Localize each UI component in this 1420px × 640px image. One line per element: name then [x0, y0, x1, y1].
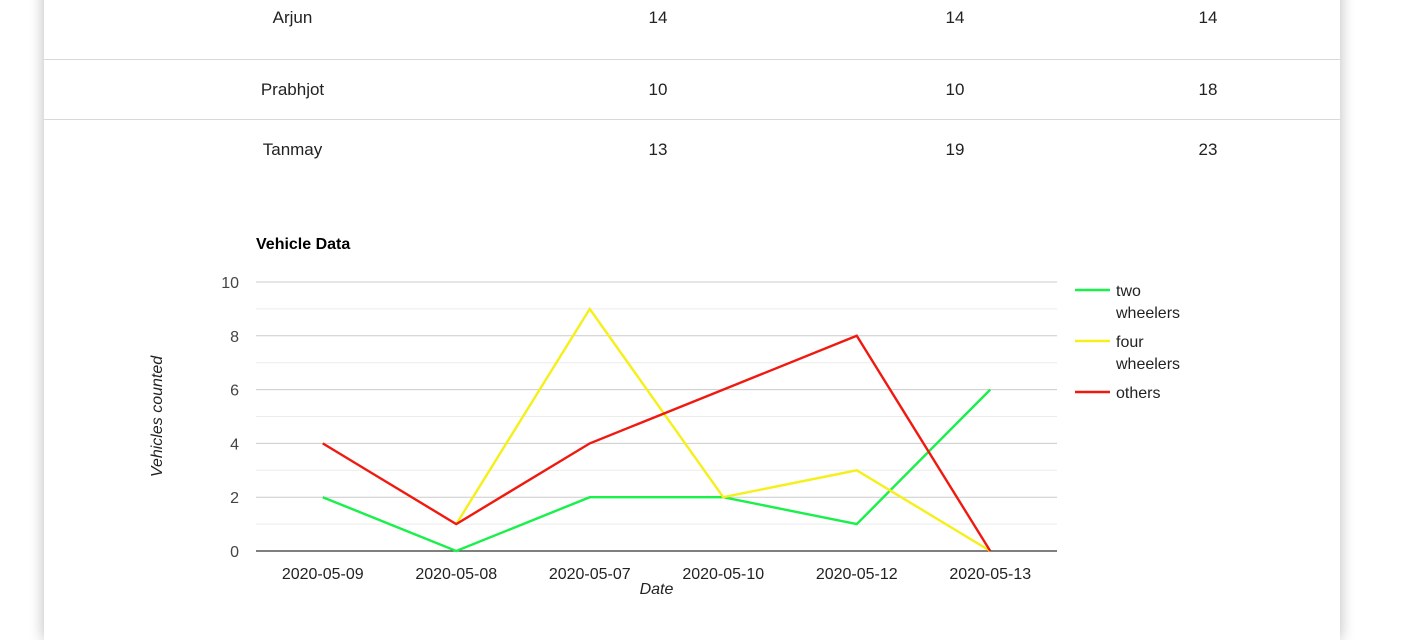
legend-label: wheelers: [1115, 305, 1180, 322]
table-cell: 19: [877, 120, 1033, 179]
table-cell: 14: [1130, 0, 1286, 47]
table-cell: 10: [877, 60, 1033, 119]
table-cell: 10: [580, 60, 736, 119]
table-cell: 14: [580, 0, 736, 47]
table-row: Arjun 14 14 14: [44, 0, 1340, 60]
x-axis-label: Date: [640, 581, 674, 598]
table-cell-name: Arjun: [214, 0, 371, 47]
table-cell: 18: [1130, 60, 1286, 119]
x-tick-label: 2020-05-08: [415, 566, 497, 583]
legend-label: two: [1116, 283, 1141, 300]
y-tick-label: 6: [230, 383, 239, 400]
table-row: Prabhjot 10 10 18: [44, 60, 1340, 120]
table-cell: 23: [1130, 120, 1286, 179]
content-card: Arjun 14 14 14 Prabhjot 10 10 18 Tanmay …: [44, 0, 1340, 640]
data-table: Arjun 14 14 14 Prabhjot 10 10 18 Tanmay …: [44, 0, 1340, 180]
table-cell: 14: [877, 0, 1033, 47]
y-tick-label: 4: [230, 436, 239, 453]
x-tick-label: 2020-05-10: [682, 566, 764, 583]
y-tick-label: 2: [230, 490, 239, 507]
x-tick-label: 2020-05-09: [282, 566, 364, 583]
y-tick-label: 8: [230, 329, 239, 346]
y-axis-label: Vehicles counted: [149, 355, 166, 477]
table-cell: 13: [580, 120, 736, 179]
x-tick-label: 2020-05-07: [549, 566, 631, 583]
y-tick-label: 0: [230, 544, 239, 561]
table-row: Tanmay 13 19 23: [44, 120, 1340, 180]
chart-title: Vehicle Data: [256, 236, 350, 253]
x-tick-label: 2020-05-12: [816, 566, 898, 583]
vehicle-line-chart: 0 2 4 6 8 10 2020-05-09 2020-05-08 2020-05-07 202…: [44, 180, 1340, 620]
x-tick-label: 2020-05-13: [949, 566, 1031, 583]
legend-label: others: [1116, 385, 1160, 402]
table-cell-name: Prabhjot: [214, 60, 371, 119]
table-cell-name: Tanmay: [214, 120, 371, 179]
legend-label: wheelers: [1115, 356, 1180, 373]
series-line-four-wheelers: [456, 309, 990, 551]
legend-label: four: [1116, 334, 1144, 351]
y-tick-label: 10: [221, 275, 239, 292]
